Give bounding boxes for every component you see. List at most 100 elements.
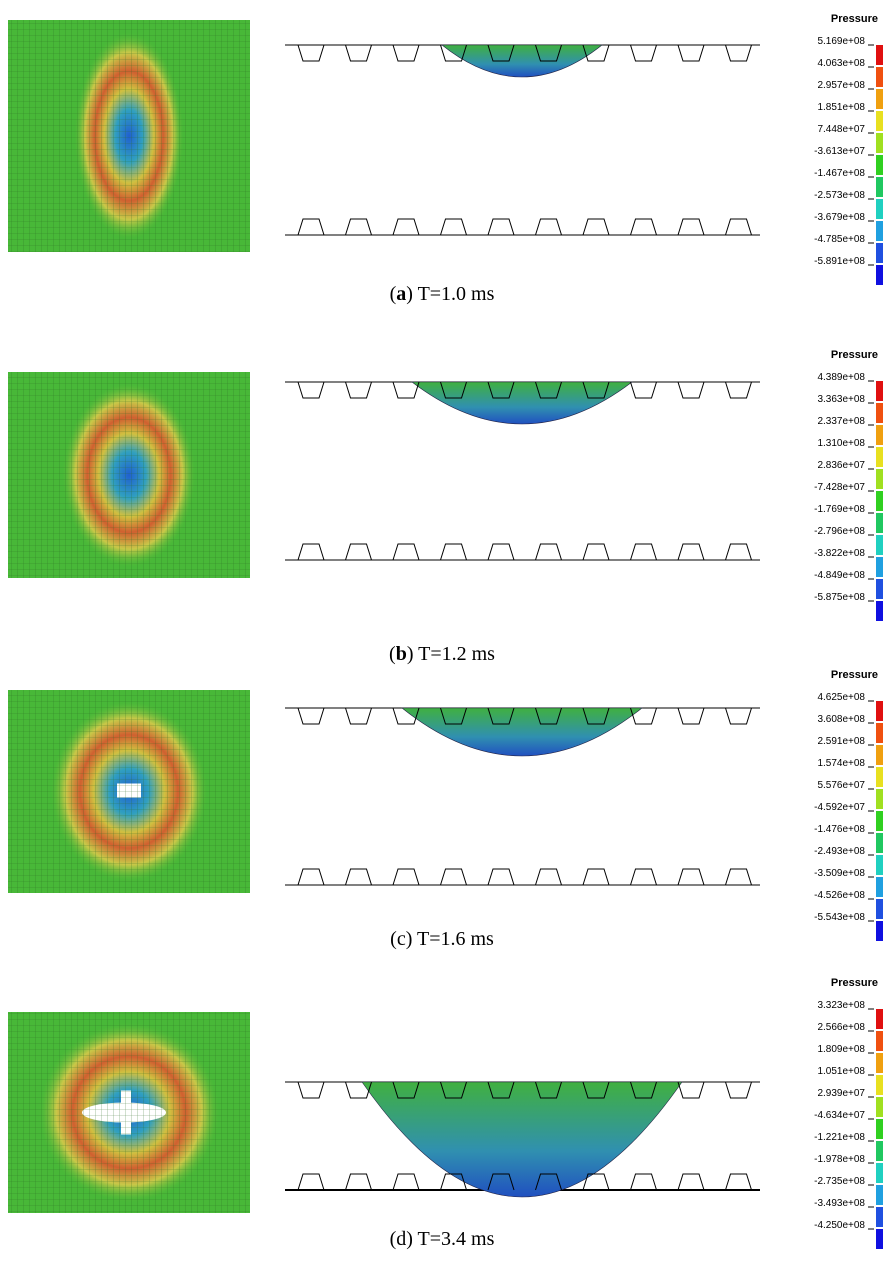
stiffener — [677, 381, 705, 399]
stiffener — [582, 1173, 610, 1191]
legend-swatch — [876, 1053, 883, 1073]
stiffener — [440, 868, 467, 886]
legend-swatch — [876, 1141, 883, 1161]
legend-swatch — [876, 899, 883, 919]
stiffener — [345, 707, 372, 725]
caption: (c) T=1.6 ms — [390, 928, 494, 950]
legend-swatch — [876, 89, 883, 109]
legend-label: 3.363e+08 — [817, 394, 865, 405]
caption-part: ) T=1.2 ms — [407, 643, 495, 665]
caption-part: b — [396, 643, 407, 665]
legend-label: 5.576e+07 — [817, 780, 865, 791]
stiffener — [582, 218, 610, 236]
legend-swatch — [876, 535, 883, 555]
caption-part: ( — [390, 283, 397, 305]
legend-label: -2.735e+08 — [814, 1176, 865, 1187]
legend-label: -4.526e+08 — [814, 890, 865, 901]
legend-swatch — [876, 557, 883, 577]
caption: (a) T=1.0 ms — [390, 283, 495, 305]
legend-swatch — [876, 1075, 883, 1095]
stiffener — [297, 44, 325, 62]
legend-swatch — [876, 701, 883, 721]
grid-overlay — [8, 20, 250, 252]
legend-swatch — [876, 177, 883, 197]
deformation — [401, 707, 643, 757]
grid-overlay — [8, 372, 250, 578]
legend-label: -1.476e+08 — [814, 824, 865, 835]
stiffener — [297, 868, 325, 886]
stiffener — [345, 543, 372, 561]
legend-label: -3.509e+08 — [814, 868, 865, 879]
legend-label: 3.323e+08 — [817, 1000, 865, 1011]
legend-label: 2.566e+08 — [817, 1022, 865, 1033]
legend-swatch — [876, 877, 883, 897]
stiffener — [297, 543, 325, 561]
stiffener — [440, 218, 467, 236]
legend-label: -5.891e+08 — [814, 256, 865, 267]
legend-label: 2.591e+08 — [817, 736, 865, 747]
legend-label: 7.448e+07 — [817, 124, 865, 135]
legend-swatch — [876, 1119, 883, 1139]
legend-label: 5.169e+08 — [817, 36, 865, 47]
stiffener — [345, 1173, 372, 1191]
stiffener — [582, 868, 610, 886]
stiffener — [582, 44, 610, 62]
legend-swatch — [876, 789, 883, 809]
stiffener — [487, 381, 515, 399]
stiffener — [392, 868, 420, 886]
stiffener — [630, 218, 657, 236]
legend-swatch — [876, 221, 883, 241]
legend-label: -4.634e+07 — [814, 1110, 865, 1121]
legend-swatch — [876, 1097, 883, 1117]
stiffener — [297, 707, 325, 725]
legend-swatch — [876, 1163, 883, 1183]
grid-overlay — [8, 690, 250, 893]
stiffener — [440, 543, 467, 561]
stiffener — [677, 1081, 705, 1099]
legend-swatch — [876, 921, 883, 941]
legend-label: -3.613e+07 — [814, 146, 865, 157]
legend-swatch — [876, 133, 883, 153]
legend-swatch — [876, 243, 883, 263]
caption-part: a — [396, 283, 406, 305]
caption-part: (c) T=1.6 ms — [390, 928, 494, 950]
stiffener — [297, 218, 325, 236]
grid-overlay — [8, 1012, 250, 1213]
legend-swatch — [876, 447, 883, 467]
legend-label: -4.849e+08 — [814, 570, 865, 581]
legend-swatch — [876, 1009, 883, 1029]
stiffener — [582, 381, 610, 399]
legend-swatch — [876, 811, 883, 831]
stiffener — [535, 1081, 562, 1099]
legend-swatch — [876, 723, 883, 743]
stiffener — [725, 1173, 752, 1191]
stiffener — [725, 218, 752, 236]
caption-part: ) T=1.0 ms — [406, 283, 494, 305]
legend-label: 2.836e+07 — [817, 460, 865, 471]
legend-label: -1.978e+08 — [814, 1154, 865, 1165]
legend-title: Pressure — [831, 13, 878, 25]
stiffener — [297, 381, 325, 399]
legend-label: -3.822e+08 — [814, 548, 865, 559]
caption-part: (d) T=3.4 ms — [390, 1228, 495, 1250]
legend-swatch — [876, 855, 883, 875]
legend-swatch — [876, 601, 883, 621]
stiffener — [535, 381, 562, 399]
legend-label: -2.573e+08 — [814, 190, 865, 201]
stiffener — [345, 218, 372, 236]
legend-label: 1.809e+08 — [817, 1044, 865, 1055]
legend-swatch — [876, 381, 883, 401]
stiffener — [535, 1173, 562, 1191]
legend-label: -1.221e+08 — [814, 1132, 865, 1143]
caption-part: ( — [389, 643, 396, 665]
deformation — [361, 1081, 683, 1198]
legend-label: 4.063e+08 — [817, 58, 865, 69]
stiffener — [440, 1081, 467, 1099]
stiffener — [440, 707, 467, 725]
stiffener — [725, 543, 752, 561]
stiffener — [392, 707, 420, 725]
stiffener — [725, 381, 752, 399]
stiffener — [582, 707, 610, 725]
legend-swatch — [876, 833, 883, 853]
legend-swatch — [876, 1229, 883, 1249]
